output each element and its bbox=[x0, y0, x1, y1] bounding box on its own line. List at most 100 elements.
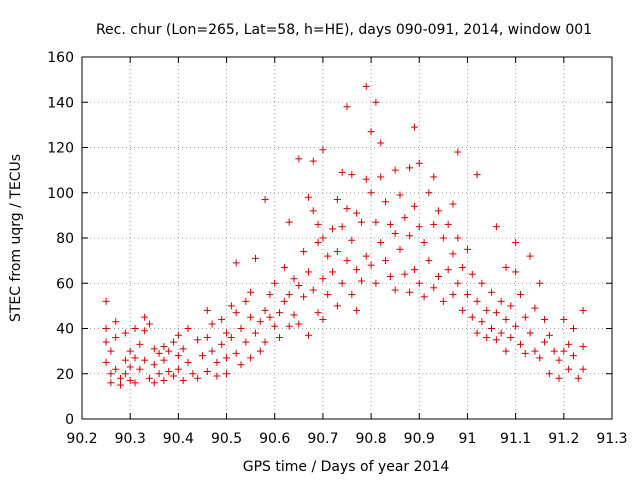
data-point bbox=[107, 379, 115, 387]
data-point bbox=[545, 370, 553, 378]
data-point bbox=[502, 315, 510, 323]
data-point bbox=[232, 349, 240, 357]
data-point bbox=[502, 263, 510, 271]
data-point bbox=[367, 128, 375, 136]
data-point bbox=[420, 293, 428, 301]
data-point bbox=[314, 220, 322, 228]
data-point bbox=[343, 103, 351, 111]
data-point bbox=[223, 370, 231, 378]
data-point bbox=[208, 320, 216, 328]
data-point bbox=[232, 259, 240, 267]
data-point bbox=[121, 356, 129, 364]
x-tick-label: 91.1 bbox=[500, 431, 531, 447]
data-point bbox=[232, 309, 240, 317]
data-point bbox=[541, 315, 549, 323]
data-point bbox=[401, 270, 409, 278]
y-tick-label: 160 bbox=[47, 50, 74, 66]
data-point bbox=[444, 220, 452, 228]
data-point bbox=[420, 239, 428, 247]
data-point bbox=[102, 297, 110, 305]
data-point bbox=[145, 320, 153, 328]
data-point bbox=[338, 168, 346, 176]
data-point bbox=[223, 354, 231, 362]
data-point bbox=[333, 248, 341, 256]
x-tick-label: 90.2 bbox=[66, 431, 97, 447]
data-point bbox=[184, 358, 192, 366]
y-tick-label: 40 bbox=[56, 322, 74, 338]
y-tick-label: 100 bbox=[47, 186, 74, 202]
data-point bbox=[463, 291, 471, 299]
data-point bbox=[174, 331, 182, 339]
data-point bbox=[454, 279, 462, 287]
y-axis-title: STEC from uqrg / TECUs bbox=[8, 154, 24, 322]
data-point bbox=[150, 345, 158, 353]
data-point bbox=[324, 291, 332, 299]
data-point bbox=[382, 257, 390, 265]
data-point bbox=[468, 313, 476, 321]
data-point bbox=[208, 347, 216, 355]
data-points bbox=[102, 82, 587, 389]
data-point bbox=[107, 347, 115, 355]
data-point bbox=[131, 379, 139, 387]
data-point bbox=[343, 205, 351, 213]
data-point bbox=[449, 291, 457, 299]
data-point bbox=[425, 189, 433, 197]
x-tick-label: 90.6 bbox=[259, 431, 290, 447]
data-point bbox=[386, 220, 394, 228]
data-point bbox=[290, 311, 298, 319]
data-point bbox=[492, 223, 500, 231]
data-point bbox=[391, 229, 399, 237]
data-point bbox=[304, 268, 312, 276]
data-point bbox=[531, 304, 539, 312]
data-point bbox=[271, 279, 279, 287]
data-point bbox=[410, 202, 418, 210]
data-point bbox=[198, 352, 206, 360]
data-point bbox=[136, 340, 144, 348]
data-point bbox=[507, 334, 515, 342]
data-point bbox=[112, 334, 120, 342]
data-point bbox=[309, 286, 317, 294]
data-point bbox=[261, 196, 269, 204]
data-point bbox=[218, 315, 226, 323]
data-point bbox=[430, 173, 438, 181]
data-point bbox=[189, 370, 197, 378]
data-point bbox=[439, 234, 447, 242]
data-point bbox=[488, 325, 496, 332]
data-point bbox=[165, 367, 173, 375]
data-point bbox=[174, 352, 182, 360]
data-point bbox=[333, 196, 341, 204]
data-point bbox=[430, 220, 438, 228]
data-point bbox=[492, 336, 500, 344]
data-point bbox=[304, 193, 312, 201]
data-point bbox=[459, 306, 467, 314]
y-tick-label: 0 bbox=[65, 412, 74, 428]
data-point bbox=[362, 252, 370, 260]
x-axis-title: GPS time / Days of year 2014 bbox=[243, 459, 450, 475]
data-point bbox=[300, 248, 308, 256]
data-point bbox=[102, 338, 110, 346]
x-tick-labels: 90.2 90.3 90.4 90.5 90.6 90.7 90.8 90.9 91 91.1 91… bbox=[66, 431, 627, 447]
data-point bbox=[348, 236, 356, 244]
data-point bbox=[131, 354, 139, 362]
data-point bbox=[468, 270, 476, 278]
data-point bbox=[160, 377, 168, 385]
data-point bbox=[324, 252, 332, 260]
data-point bbox=[251, 329, 259, 337]
data-point bbox=[560, 315, 568, 323]
data-point bbox=[579, 306, 587, 314]
data-point bbox=[242, 297, 250, 305]
data-point bbox=[353, 306, 361, 314]
data-point bbox=[117, 374, 125, 382]
data-point bbox=[213, 358, 221, 366]
data-point bbox=[338, 279, 346, 287]
data-point bbox=[121, 370, 129, 378]
data-point bbox=[261, 306, 269, 314]
data-point bbox=[377, 139, 385, 147]
data-point bbox=[406, 164, 414, 172]
data-point bbox=[170, 338, 178, 346]
data-point bbox=[391, 166, 399, 174]
data-point bbox=[266, 291, 274, 299]
data-point bbox=[121, 329, 129, 337]
data-point bbox=[377, 173, 385, 181]
data-point bbox=[141, 356, 149, 364]
